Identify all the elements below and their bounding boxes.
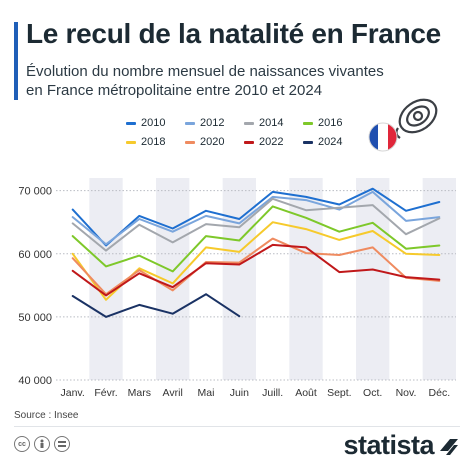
- x-tick-label: Sept.: [327, 387, 352, 399]
- y-tick-label: 70 000: [18, 186, 52, 198]
- chart-legend: 2010 2012 2014 2016 2018 2020 2022 2024: [126, 116, 362, 149]
- series-line-2012: [71, 190, 441, 246]
- legend-swatch: [185, 121, 195, 125]
- legend-item: 2024: [303, 135, 362, 149]
- attribution-icon[interactable]: [34, 436, 50, 452]
- series-line-2024: [71, 293, 241, 318]
- y-tick-label: 40 000: [18, 375, 52, 387]
- month-band: [222, 178, 256, 380]
- line-chart: 40 000 50 000 60 000 70 000 Janv. Févr. Mars Av…: [18, 178, 456, 399]
- statista-logo-text: statista: [343, 430, 434, 460]
- series-line-2022: [71, 243, 441, 297]
- series-line-2010: [71, 187, 441, 247]
- legend-label: 2016: [318, 117, 343, 129]
- series-line-2020: [71, 237, 441, 296]
- legend-label: 2020: [200, 136, 225, 148]
- title-accent-bar: [14, 22, 18, 100]
- legend-label: 2010: [141, 117, 166, 129]
- x-tick-label: Mars: [128, 387, 151, 399]
- month-band: [289, 178, 323, 380]
- legend-item: 2020: [185, 135, 244, 149]
- legend-swatch: [185, 140, 195, 144]
- footer-divider: [14, 426, 460, 427]
- y-tick-label: 60 000: [18, 249, 52, 261]
- x-tick-label: Juill.: [262, 387, 283, 399]
- y-tick-label: 50 000: [18, 312, 52, 324]
- france-flag-icon: [368, 122, 398, 152]
- chart-subtitle: Évolution du nombre mensuel de naissance…: [26, 63, 384, 99]
- x-tick-label: Mai: [198, 387, 215, 399]
- legend-item: 2022: [244, 135, 303, 149]
- creative-commons-icon[interactable]: cc: [14, 436, 30, 452]
- legend-label: 2024: [318, 136, 343, 148]
- legend-swatch: [244, 121, 254, 125]
- legend-swatch: [126, 140, 136, 144]
- x-tick-label: Oct.: [363, 387, 382, 399]
- chart-title: Le recul de la natalité en France: [26, 18, 441, 49]
- series-line-2014: [71, 197, 441, 252]
- legend-label: 2018: [141, 136, 166, 148]
- x-tick-label: Avril: [163, 387, 183, 399]
- legend-item: 2010: [126, 116, 185, 130]
- legend-swatch: [303, 140, 313, 144]
- x-tick-label: Déc.: [429, 387, 451, 399]
- x-tick-label: Août: [295, 387, 317, 399]
- license-icons: cc: [14, 436, 70, 452]
- month-band: [356, 178, 390, 380]
- legend-item: 2018: [126, 135, 185, 149]
- x-tick-label: Janv.: [61, 387, 85, 399]
- series-line-2016: [71, 205, 441, 273]
- legend-swatch: [126, 121, 136, 125]
- month-band: [89, 178, 123, 380]
- legend-label: 2014: [259, 117, 284, 129]
- legend-item: 2014: [244, 116, 303, 130]
- source-note: Source : Insee: [14, 410, 79, 421]
- legend-item: 2012: [185, 116, 244, 130]
- legend-swatch: [244, 140, 254, 144]
- x-tick-label: Févr.: [94, 387, 117, 399]
- legend-label: 2012: [200, 117, 225, 129]
- no-derivatives-icon[interactable]: [54, 436, 70, 452]
- x-tick-label: Nov.: [396, 387, 417, 399]
- legend-swatch: [303, 121, 313, 125]
- legend-label: 2022: [259, 136, 284, 148]
- x-tick-label: Juin: [230, 387, 249, 399]
- statista-brand[interactable]: statista: [343, 430, 460, 461]
- statista-logo-icon: [440, 438, 458, 455]
- legend-item: 2016: [303, 116, 362, 130]
